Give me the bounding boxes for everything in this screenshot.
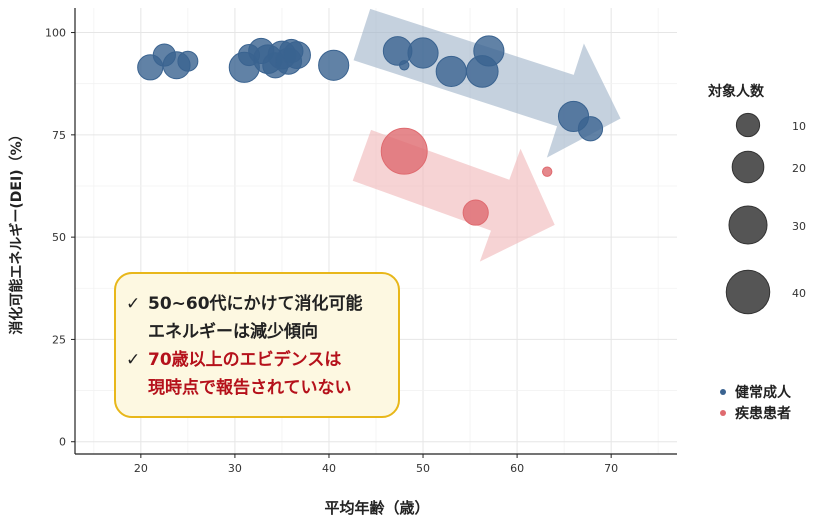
series-legend-label: 疾患患者	[735, 405, 791, 422]
x-tick-label: 30	[228, 462, 242, 475]
y-tick-label: 50	[52, 231, 66, 244]
note-text-3: 70歳以上のエビデンスは	[148, 350, 342, 370]
series-legend-marker	[720, 410, 726, 416]
size-legend-circle	[735, 112, 761, 138]
note-line-1: ✓ 50~60代にかけて消化可能	[126, 290, 388, 318]
series-legend-label: 健常成人	[735, 384, 792, 401]
note-line-4: 現時点で報告されていない	[126, 374, 388, 402]
x-axis-label: 平均年齢（歳）	[324, 499, 429, 517]
x-tick-label: 60	[510, 462, 524, 475]
note-line-2: エネルギーは減少傾向	[126, 318, 388, 346]
y-tick-label: 100	[45, 27, 66, 40]
data-point	[462, 199, 489, 226]
data-point	[399, 60, 410, 71]
x-tick-label: 70	[604, 462, 618, 475]
note-line-3: ✓ 70歳以上のエビデンスは	[126, 346, 388, 374]
data-point	[541, 166, 553, 177]
note-text-2: エネルギーは減少傾向	[148, 322, 318, 342]
size-legend-label: 20	[792, 162, 806, 175]
size-legend-label: 40	[792, 287, 806, 300]
y-axis-label: 消化可能エネルギー(DEI)（%）	[8, 127, 25, 334]
tick-labels: 20 30 40 50 60 70 0 25 50 75 100	[45, 27, 618, 475]
size-legend-circle	[725, 269, 771, 315]
axes	[74, 8, 677, 455]
data-points	[137, 35, 604, 226]
x-tick-label: 20	[134, 462, 148, 475]
data-point	[473, 35, 505, 67]
size-legend-circle	[728, 205, 768, 245]
size-legend-circle	[731, 150, 765, 184]
note-box: ✓ 50~60代にかけて消化可能 エネルギーは減少傾向 ✓ 70歳以上のエビデンスは…	[114, 272, 400, 418]
size-legend: 10 20 30 40	[725, 112, 806, 315]
y-tick-label: 75	[52, 129, 66, 142]
data-point	[283, 41, 311, 70]
size-legend-title: 対象人数	[707, 83, 765, 100]
x-tick-label: 40	[322, 462, 336, 475]
y-tick-label: 25	[52, 333, 66, 346]
data-point	[577, 116, 604, 142]
data-point	[177, 50, 199, 72]
note-text-4: 現時点で報告されていない	[148, 378, 352, 398]
data-point	[435, 55, 467, 87]
data-point	[407, 37, 439, 69]
size-legend-label: 10	[792, 120, 806, 133]
y-tick-label: 0	[59, 436, 66, 449]
size-legend-label: 30	[792, 220, 806, 233]
check-icon: ✓	[126, 294, 141, 314]
check-icon: ✓	[126, 350, 141, 370]
x-tick-label: 50	[416, 462, 430, 475]
series-legend-marker	[720, 389, 726, 395]
data-point	[380, 127, 428, 175]
note-text-1: 50~60代にかけて消化可能	[148, 294, 363, 314]
data-point	[318, 49, 350, 81]
